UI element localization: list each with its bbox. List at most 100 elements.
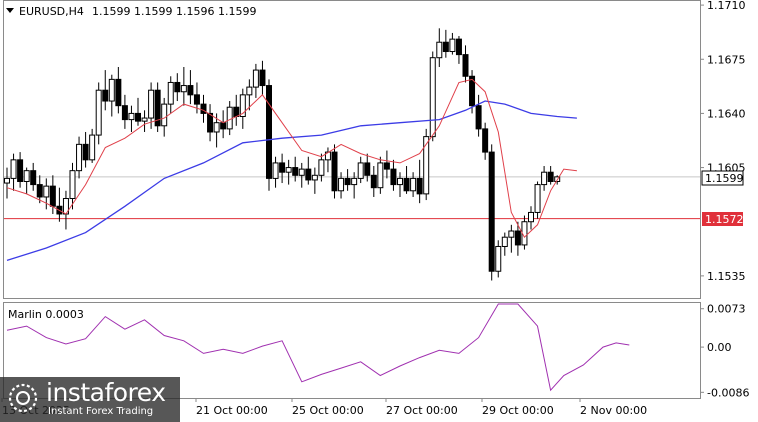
candle-body: [344, 177, 351, 186]
candle-body: [259, 69, 266, 87]
candle-body: [364, 162, 371, 176]
ma-slow-line: [6, 100, 577, 262]
candle-body: [180, 85, 187, 93]
candle-body: [246, 86, 253, 96]
candle-body: [69, 170, 76, 200]
time-tick-label: 2 Nov 00:00: [580, 404, 647, 417]
candle-body: [49, 185, 56, 207]
indicator-tick-label: -0.0086: [707, 386, 749, 399]
candle-body: [174, 81, 181, 93]
time-tick-label: 21 Oct 00:00: [196, 404, 268, 417]
candle-body: [534, 184, 541, 213]
level-tag: [702, 212, 743, 226]
price-tick-label: 1.1710: [707, 0, 746, 12]
candle-body: [495, 245, 502, 272]
candle-body: [482, 128, 489, 153]
candle-body: [252, 69, 259, 88]
candle-body: [226, 106, 233, 130]
candle-body: [311, 174, 318, 181]
instaforex-logo: instaforex Instant Forex Trading: [0, 377, 180, 422]
candle-body: [279, 162, 286, 173]
candle-body: [292, 167, 299, 176]
candle-body: [36, 184, 43, 198]
candle-body: [442, 41, 449, 53]
candle-body: [416, 177, 423, 195]
logo-brand: instaforex: [46, 378, 166, 407]
price-tick-label: 1.1675: [707, 53, 746, 66]
candle-body: [436, 41, 443, 59]
candle-body: [338, 177, 345, 192]
candle-body: [410, 177, 417, 192]
candle-body: [23, 170, 30, 182]
candle-body: [423, 136, 430, 195]
candle-body: [95, 89, 102, 136]
price-tick-label: 1.1640: [707, 107, 746, 120]
candle-body: [187, 85, 194, 96]
candle-body: [475, 105, 482, 130]
candle-body: [10, 159, 17, 179]
candle-body: [108, 78, 115, 102]
candle-body: [207, 112, 214, 133]
candle-body: [82, 143, 89, 161]
time-tick-label: 27 Oct 00:00: [386, 404, 458, 417]
candle-body: [154, 89, 161, 127]
candle-body: [266, 85, 272, 179]
candle-body: [272, 162, 279, 179]
candle-body: [508, 230, 515, 238]
candle-body: [102, 89, 109, 102]
candle-body: [200, 103, 207, 114]
candle-body: [128, 112, 135, 121]
current-price-tag-label: 1.1599: [705, 172, 744, 185]
candle-body: [351, 177, 358, 186]
symbol-label[interactable]: EURUSD,H4: [19, 5, 84, 18]
candle-body: [161, 103, 168, 127]
time-tick-label: 25 Oct 00:00: [292, 404, 364, 417]
candle-body: [318, 159, 325, 176]
candle-body: [89, 134, 96, 161]
candle-body: [239, 94, 246, 118]
candle-body: [547, 171, 554, 182]
candle-body: [193, 94, 200, 105]
candle-body: [121, 105, 128, 121]
candle-body: [449, 38, 456, 53]
ma-fast-line: [6, 78, 577, 239]
level-tag-label: 1.1572: [705, 213, 744, 226]
candle-body: [305, 168, 312, 181]
candle-body: [331, 151, 338, 192]
candles: [4, 28, 561, 281]
symbol-dropdown-icon[interactable]: [6, 8, 14, 13]
candle-body: [298, 168, 305, 176]
oscillator-line: [6, 303, 630, 392]
candle-body: [397, 177, 403, 186]
indicator-title: Marlin 0.0003: [8, 308, 84, 321]
indicator-axis: 0.0073 0.00 -0.0086: [700, 303, 749, 399]
candle-body: [390, 168, 397, 186]
price-tick-label: 1.1535: [707, 270, 746, 283]
candle-body: [285, 167, 292, 173]
candle-body: [357, 162, 364, 179]
current-price-tag: [701, 170, 744, 186]
candle-body: [528, 211, 534, 223]
candle-body: [76, 143, 83, 172]
indicator-tick-label: 0.0073: [707, 303, 746, 316]
candle-body: [383, 162, 390, 170]
candle-body: [541, 171, 548, 186]
candle-body: [403, 177, 410, 192]
instaforex-logo-icon: [8, 383, 38, 413]
logo-tagline: Instant Forex Trading: [48, 406, 154, 417]
candle-body: [135, 112, 141, 122]
candle-body: [233, 106, 240, 118]
candle-body: [213, 122, 220, 133]
ohlc-readout: 1.1599 1.1599 1.1596 1.1599: [92, 5, 256, 18]
candle-body: [43, 185, 50, 198]
candle-body: [4, 177, 10, 184]
candle-body: [377, 162, 384, 189]
candle-body: [514, 230, 521, 246]
indicator-tick-label: 0.00: [707, 341, 732, 354]
candle-body: [462, 54, 469, 77]
candle-body: [429, 57, 436, 138]
candle-body: [220, 122, 227, 130]
candle-body: [370, 174, 377, 189]
